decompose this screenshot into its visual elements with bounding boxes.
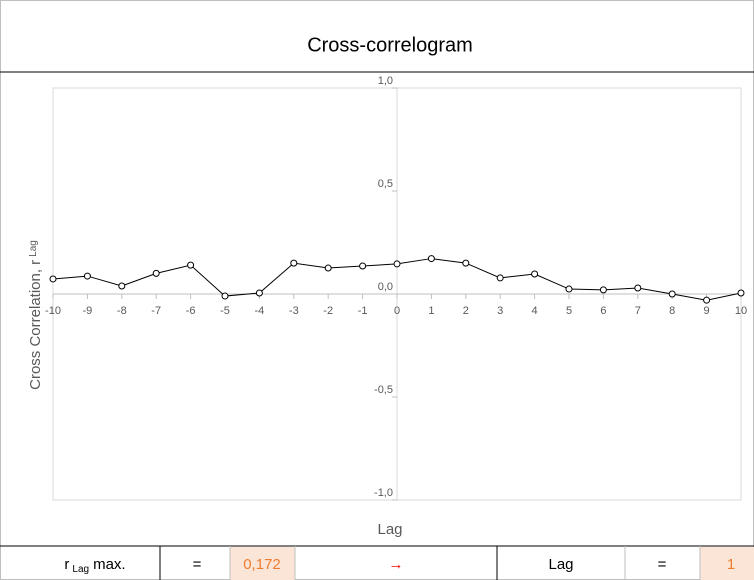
equals: =	[658, 556, 667, 573]
lag-value: 1	[727, 556, 735, 573]
lag-label: Lag	[548, 556, 573, 573]
point	[427, 255, 435, 263]
x-tick-label: -8	[117, 305, 127, 317]
point	[531, 270, 539, 278]
x-tick-label: -9	[83, 305, 93, 317]
x-tick-label: -7	[151, 305, 161, 317]
point	[737, 289, 745, 297]
x-tick-label: -3	[289, 305, 299, 317]
point	[324, 264, 332, 272]
point	[152, 269, 160, 277]
point	[634, 284, 642, 292]
x-tick-label: -10	[45, 305, 61, 317]
equals: =	[193, 556, 202, 573]
point	[221, 292, 229, 300]
y-tick-label: -0,5	[374, 384, 393, 396]
r-suffix: max.	[93, 556, 126, 573]
y-axis-label-main: Cross Correlation, r	[27, 260, 44, 390]
x-tick-label: 9	[704, 305, 710, 317]
x-tick-label: -2	[323, 305, 333, 317]
x-tick-label: 8	[669, 305, 675, 317]
point	[118, 282, 126, 290]
chart-title: Cross-correlogram	[307, 34, 473, 56]
x-tick-label: 4	[532, 305, 538, 317]
y-tick-label: 1,0	[378, 75, 393, 87]
point	[290, 259, 298, 267]
point	[668, 290, 676, 298]
point	[255, 289, 263, 297]
y-tick-label: 0,0	[378, 281, 393, 293]
x-tick-label: -6	[186, 305, 196, 317]
r-subscript: Lag	[72, 564, 89, 575]
x-tick-label: 5	[566, 305, 572, 317]
point	[83, 272, 91, 280]
point	[496, 274, 504, 282]
x-tick-label: 1	[428, 305, 434, 317]
footer: r Lag max. = 0,172 → Lag = 1	[0, 545, 754, 580]
r-max-label: r Lag max.	[64, 556, 125, 575]
x-tick-label: 7	[635, 305, 641, 317]
r-max-value: 0,172	[243, 556, 281, 573]
point	[359, 262, 367, 270]
y-axis-label-sub: Lag	[28, 240, 39, 257]
x-axis-label: Lag	[377, 521, 402, 538]
x-tick-label: 3	[497, 305, 503, 317]
point	[393, 260, 401, 268]
r-symbol: r	[64, 556, 69, 573]
point	[462, 259, 470, 267]
x-tick-label: 0	[394, 305, 400, 317]
x-tick-label: 2	[463, 305, 469, 317]
x-tick-label: -5	[220, 305, 230, 317]
y-tick-label: -1,0	[374, 487, 393, 499]
y-axis-label: Cross Correlation, r Lag	[27, 240, 44, 390]
point	[565, 285, 573, 293]
cell-bg	[700, 547, 754, 580]
x-tick-label: -1	[358, 305, 368, 317]
x-tick-label: -4	[255, 305, 265, 317]
x-tick-label: 10	[735, 305, 747, 317]
point	[187, 261, 195, 269]
point	[49, 275, 57, 283]
y-tick-label: 0,5	[378, 178, 393, 190]
x-tick-label: 6	[600, 305, 606, 317]
point	[703, 296, 711, 304]
arrow: →	[389, 556, 404, 573]
point	[599, 286, 607, 294]
cell-bg	[230, 547, 295, 580]
